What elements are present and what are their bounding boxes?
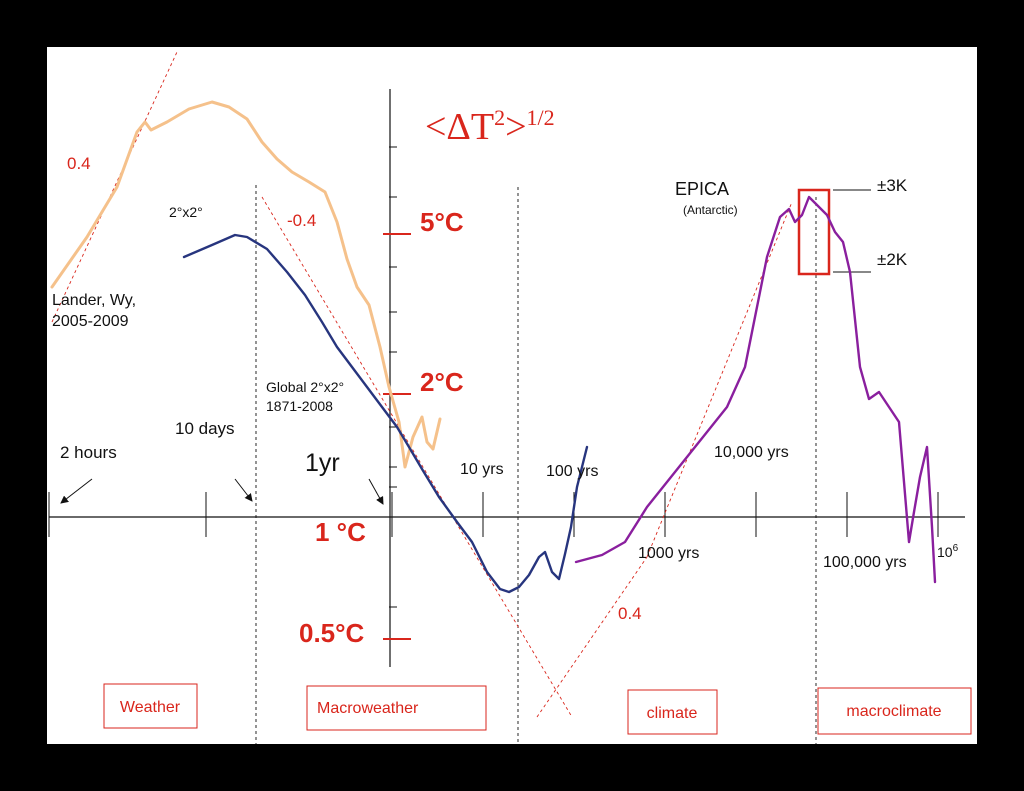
epica-highlight-box <box>797 188 831 276</box>
slope-label: 0.4 <box>618 604 642 623</box>
y-tick-label: 0.5°C <box>299 618 365 648</box>
chart-svg: <ΔT2>1/2 2 hours 10 days 1yr 10 yrs 100 … <box>48 51 972 744</box>
regime-box <box>306 685 487 731</box>
label-arrow <box>234 478 253 502</box>
series-label-epica: (Antarctic) <box>683 203 738 217</box>
chart-panel: <ΔT2>1/2 2 hours 10 days 1yr 10 yrs 100 … <box>47 47 977 744</box>
title-mid: > <box>505 106 526 148</box>
regime-label: Weather <box>120 699 181 716</box>
svg-text:<ΔT2>1/2: <ΔT2>1/2 <box>425 105 555 148</box>
x-tick-label: 106 <box>937 543 959 560</box>
series-line-lander <box>50 100 442 469</box>
series-label-global-res: 2°x2° <box>169 204 203 220</box>
regime-label: climate <box>647 705 698 722</box>
x-tick-label: 100 yrs <box>546 463 598 480</box>
title-base: <ΔT <box>425 106 494 148</box>
slope-label: -0.4 <box>287 211 316 230</box>
y-tick-label: 5°C <box>420 207 464 237</box>
slope-reference-line <box>51 51 178 323</box>
x-tick-label: 1yr <box>305 449 340 477</box>
x-tick-label: 2 hours <box>60 443 117 462</box>
series-line-global <box>182 233 589 594</box>
x-tick-label: 10 yrs <box>460 461 504 478</box>
series-label-epica: EPICA <box>675 179 729 199</box>
regime-label: Macroweather <box>317 700 419 717</box>
regime-macroclimate: macroclimate <box>817 687 972 735</box>
title-sup1: 2 <box>494 105 505 130</box>
title: <ΔT2>1/2 <box>425 105 555 148</box>
slope-reference-line <box>261 196 573 718</box>
title-sup2: 1/2 <box>527 105 555 130</box>
slope-reference-line <box>536 556 648 718</box>
series-label-lander: Lander, Wy, <box>52 292 136 309</box>
label-arrow <box>60 478 93 504</box>
series-label-global: Global 2°x2° <box>266 379 344 395</box>
x-tick-label: 10,000 yrs <box>714 444 789 461</box>
annotation-3k: ±3K <box>877 176 908 195</box>
y-tick-label: 1 °C <box>315 517 366 547</box>
series-line-epica <box>574 195 937 584</box>
regime-climate: climate <box>627 689 718 735</box>
x-tick-label: 100,000 yrs <box>823 554 907 571</box>
x-tick-label: 10 days <box>175 419 235 438</box>
x-tick-label: 1000 yrs <box>638 545 699 562</box>
regime-label: macroclimate <box>846 703 941 720</box>
label-arrow <box>368 478 384 505</box>
slope-reference-line <box>646 201 793 558</box>
regime-weather: Weather <box>103 683 198 729</box>
y-tick-label: 2°C <box>420 367 464 397</box>
annotation-2k: ±2K <box>877 250 908 269</box>
slope-label: 0.4 <box>67 154 91 173</box>
regime-box <box>103 683 198 729</box>
regime-box <box>627 689 718 735</box>
series-label-lander: 2005-2009 <box>52 313 129 330</box>
regime-box <box>817 687 972 735</box>
regime-macroweather: Macroweather <box>306 685 487 731</box>
series-label-global: 1871-2008 <box>266 398 333 414</box>
